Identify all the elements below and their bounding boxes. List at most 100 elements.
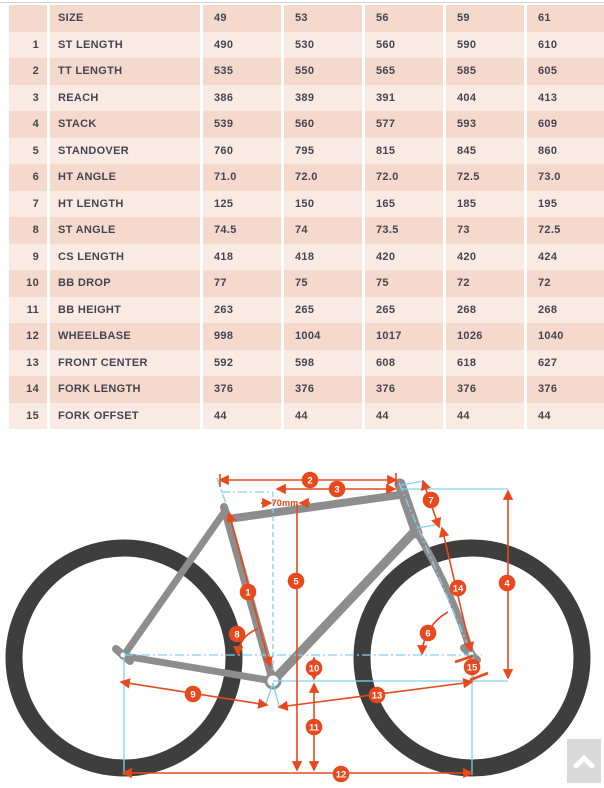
row-label: CS LENGTH [50,243,200,270]
value-cell: 44 [203,402,281,429]
value-cell: 413 [527,84,604,111]
svg-text:9: 9 [190,690,195,701]
size-header-value: 61 [527,5,604,32]
value-cell: 627 [527,349,604,376]
value-cell: 585 [446,58,524,85]
value-cell: 263 [203,296,281,323]
row-index: 14 [9,376,47,403]
row-index: 12 [9,323,47,350]
value-cell: 150 [284,190,362,217]
row-index: 10 [9,270,47,297]
value-cell: 386 [203,84,281,111]
row-label: STACK [50,111,200,138]
value-cell: 592 [203,349,281,376]
size-header-value: 53 [284,5,362,32]
value-cell: 420 [365,243,443,270]
dimension-marker-1: 1 [239,583,257,601]
row-index: 8 [9,217,47,244]
dimension-marker-12: 12 [332,765,350,783]
header-index-cell [9,5,47,32]
value-cell: 605 [527,58,604,85]
row-index: 3 [9,84,47,111]
svg-text:5: 5 [293,577,299,588]
value-cell: 609 [527,111,604,138]
svg-text:8: 8 [234,630,239,641]
size-header-value: 49 [203,5,281,32]
row-label: ST LENGTH [50,31,200,58]
value-cell: 72.5 [446,164,524,191]
value-cell: 760 [203,137,281,164]
value-cell: 75 [365,270,443,297]
value-cell: 72.0 [365,164,443,191]
value-cell: 608 [365,349,443,376]
svg-text:12: 12 [336,770,347,781]
value-cell: 44 [365,402,443,429]
svg-text:14: 14 [453,584,464,595]
value-cell: 391 [365,84,443,111]
value-cell: 73.0 [527,164,604,191]
value-cell: 44 [446,402,524,429]
value-cell: 44 [284,402,362,429]
size-header-value: 56 [365,5,443,32]
value-cell: 72.0 [284,164,362,191]
svg-text:11: 11 [309,723,320,734]
row-label: TT LENGTH [50,58,200,85]
chevron-up-icon [573,754,595,768]
row-index: 2 [9,58,47,85]
value-cell: 860 [527,137,604,164]
value-cell: 815 [365,137,443,164]
size-header-label: SIZE [50,5,200,32]
value-cell: 795 [284,137,362,164]
svg-text:6: 6 [425,629,430,640]
row-index: 15 [9,402,47,429]
dimension-marker-8: 8 [228,625,246,643]
value-cell: 72 [446,270,524,297]
dimension-marker-13: 13 [368,686,386,704]
value-cell: 44 [527,402,604,429]
row-index: 11 [9,296,47,323]
value-cell: 376 [527,376,604,403]
row-index: 6 [9,164,47,191]
geometry-table: SIZE 49 53 56 59 61 1 ST LENGTH 490 530 560 590 610 2… [9,5,604,429]
value-cell: 998 [203,323,281,350]
row-label: HT LENGTH [50,190,200,217]
value-cell: 389 [284,84,362,111]
row-label: BB HEIGHT [50,296,200,323]
top-divider [0,2,604,3]
value-cell: 74.5 [203,217,281,244]
row-label: REACH [50,84,200,111]
value-cell: 165 [365,190,443,217]
value-cell: 424 [527,243,604,270]
dimension-marker-7: 7 [422,491,440,509]
dimension-marker-3: 3 [328,480,346,498]
value-cell: 610 [527,31,604,58]
value-cell: 420 [446,243,524,270]
value-cell: 73.5 [365,217,443,244]
row-index: 5 [9,137,47,164]
value-cell: 268 [527,296,604,323]
value-cell: 560 [284,111,362,138]
value-cell: 265 [365,296,443,323]
dimension-marker-15: 15 [463,658,481,676]
dimension-marker-6: 6 [419,624,437,642]
row-label: FORK OFFSET [50,402,200,429]
value-cell: 590 [446,31,524,58]
row-index: 1 [9,31,47,58]
scroll-to-top-button[interactable] [567,739,601,783]
svg-text:2: 2 [307,476,312,487]
row-label: STANDOVER [50,137,200,164]
value-cell: 560 [365,31,443,58]
dimension-marker-2: 2 [301,471,319,489]
svg-text:1: 1 [245,588,251,599]
value-cell: 195 [527,190,604,217]
row-label: FORK LENGTH [50,376,200,403]
value-cell: 75 [284,270,362,297]
value-cell: 72.5 [527,217,604,244]
value-cell: 593 [446,111,524,138]
value-cell: 71.0 [203,164,281,191]
row-index: 13 [9,349,47,376]
value-cell: 125 [203,190,281,217]
svg-text:10: 10 [309,664,320,675]
